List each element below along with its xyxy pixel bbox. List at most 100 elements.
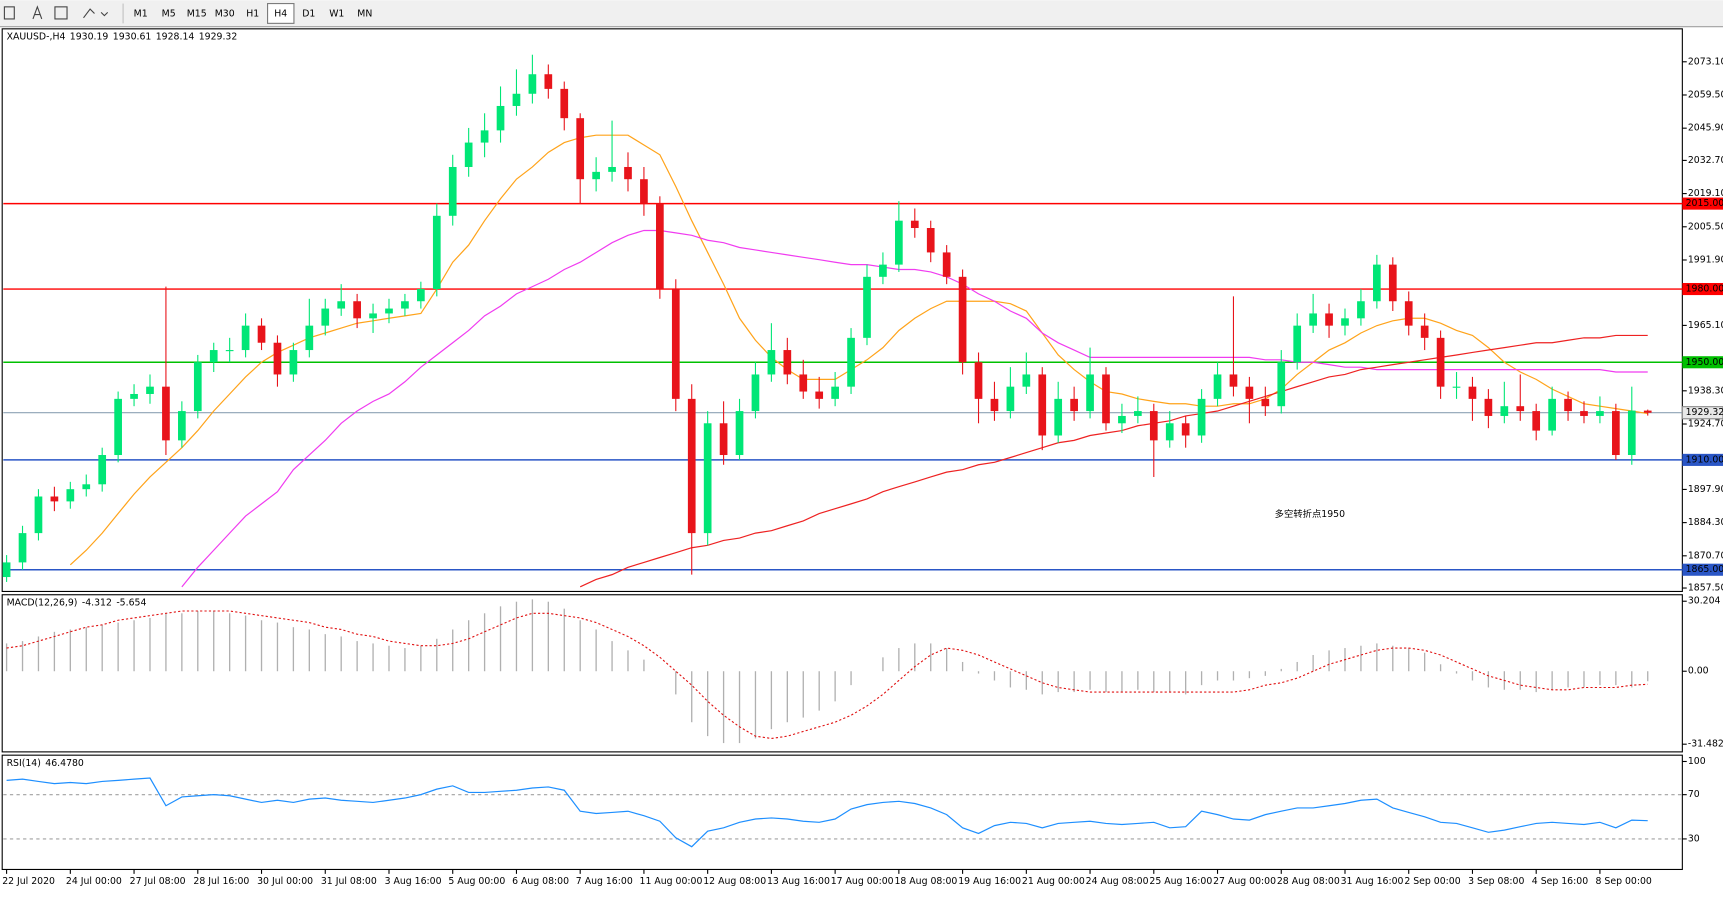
symbol: XAUUSD-,H4 [7,31,66,42]
x-tick-label: 7 Aug 16:00 [576,876,633,887]
timeframe-label[interactable]: H4 [274,9,287,20]
indicator-header: MACD(12,26,9) -4.312 -5.654 [7,597,147,608]
x-tick-label: 24 Jul 00:00 [66,876,122,887]
candle-body [1038,374,1047,436]
level-label-box [1682,282,1723,296]
candle-body [34,496,43,534]
candle-body [1468,386,1477,399]
candle-body [974,362,983,399]
candle-body [1309,313,1317,326]
x-tick-label: 11 Aug 00:00 [640,876,703,887]
candle-body [1277,362,1286,407]
timeframe-label[interactable]: M30 [215,9,235,20]
level-label-box [1682,197,1723,210]
candle-body [1484,398,1493,416]
candle-body [1643,410,1652,413]
timeframe-label[interactable]: H1 [246,9,259,20]
candle-body [385,308,393,314]
header-part: RSI(14) [7,757,41,768]
candle-body [130,393,138,399]
candle-body [1086,374,1094,412]
current-price-label: 1929.32 [1686,407,1723,418]
candle-body [576,118,585,180]
candle-body [1500,406,1509,416]
label-icon[interactable] [54,6,68,20]
header-part: MACD(12,26,9) [7,597,78,608]
candle-body [1134,411,1142,416]
y-tick-label: 1991.90 [1688,254,1723,265]
x-tick-label: 25 Aug 16:00 [1149,876,1212,887]
y-tick-label: 2032.70 [1688,155,1723,166]
timeframe-button[interactable] [267,3,295,24]
x-tick-label: 17 Aug 00:00 [831,876,894,887]
candle-body [273,342,282,375]
y-tick-label: 1857.50 [1688,583,1723,594]
candle-body [1165,423,1174,441]
timeframe-label[interactable]: M5 [162,9,176,20]
candle-body [1516,406,1525,412]
timeframe-label[interactable]: M1 [134,9,148,20]
x-tick-label: 13 Aug 16:00 [767,876,830,887]
level-label: 1950.00 [1686,357,1723,368]
candle-body [114,398,122,456]
level-label-box [1682,563,1723,576]
x-tick-label: 24 Aug 08:00 [1086,876,1149,887]
current-price-box [1681,406,1723,420]
timeframe-label[interactable]: M15 [187,9,207,20]
rsi-line [6,777,1648,848]
candle-body [225,350,234,352]
candle-body [209,350,218,363]
candle-body [831,386,839,399]
toolbar-icons[interactable] [3,5,109,20]
x-tick-label: 3 Sep 08:00 [1468,876,1524,887]
candle-body [401,301,409,309]
x-tick-label: 30 Jul 00:00 [257,876,313,887]
x-tick-label: 2 Sep 00:00 [1404,876,1460,887]
y-tick-label: 0.00 [1688,666,1709,677]
candle-body [1452,386,1461,388]
candle-body [910,220,919,229]
candle-body [162,386,170,441]
level-label: 1910.00 [1686,454,1723,465]
y-tick-label: 2059.50 [1688,89,1723,100]
level-label: 1980.00 [1686,284,1723,295]
candle-body [1118,415,1126,424]
candle-body [353,301,361,319]
x-tick-label: 19 Aug 16:00 [958,876,1021,887]
text-icon[interactable] [32,5,43,20]
header-part: -5.654 [116,597,146,608]
candle-body [544,74,553,89]
shapes-icon[interactable] [83,8,109,19]
x-tick-label: 27 Jul 08:00 [130,876,186,887]
y-tick-label: 1897.90 [1688,484,1723,495]
candle-body [879,264,887,277]
timeframe-label[interactable]: D1 [302,9,315,20]
candle-body [289,350,298,375]
candle-body [1006,386,1015,412]
candle-body [671,289,680,399]
candle-body [1564,398,1572,412]
candle-body [863,276,871,338]
y-tick-label: 100 [1688,756,1706,767]
candle-body [783,350,792,375]
candle-body [1420,325,1429,338]
candle-body [719,423,728,456]
moving-average [69,134,1648,566]
moving-average [579,334,1648,588]
x-tick-label: 12 Aug 08:00 [703,876,766,887]
x-tick-label: 22 Jul 2020 [2,876,55,887]
level-label-box [1682,453,1723,466]
candle-body [82,484,91,490]
candle-body [528,74,537,94]
candle-body [958,276,967,363]
x-tick-label: 8 Sep 00:00 [1596,876,1652,887]
timeframe-label[interactable]: MN [357,9,372,20]
timeframe-label[interactable]: W1 [329,9,344,20]
y-tick-label: 70 [1688,789,1700,800]
candle-body [1229,374,1238,387]
cursor-icon[interactable] [3,6,15,20]
candle-body [1261,398,1270,407]
candle-body [1548,398,1556,431]
candle-body [1245,386,1254,399]
candle-body [448,166,457,216]
